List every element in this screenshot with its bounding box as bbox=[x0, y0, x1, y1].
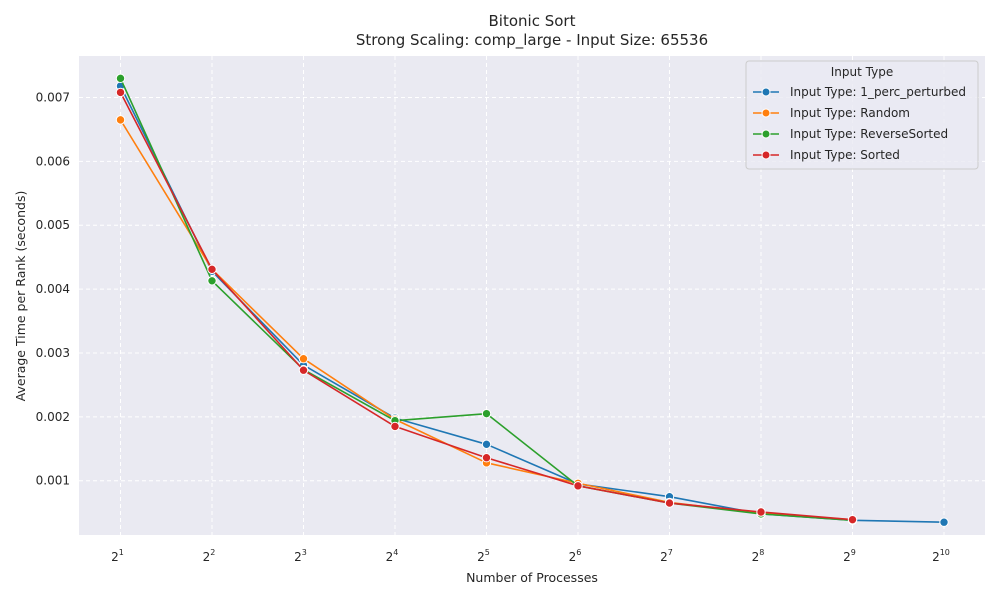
series bbox=[115, 87, 858, 525]
data-point bbox=[481, 439, 492, 450]
x-tick-exponent: 4 bbox=[393, 548, 398, 557]
y-tick-label: 0.007 bbox=[36, 91, 70, 105]
legend-label: Input Type: Sorted bbox=[790, 148, 900, 162]
data-point bbox=[481, 408, 492, 419]
data-point bbox=[573, 481, 583, 491]
x-tick-exponent: 5 bbox=[485, 548, 490, 557]
x-tick-exponent: 1 bbox=[119, 548, 124, 557]
legend-label: Input Type: ReverseSorted bbox=[790, 127, 948, 141]
x-tick-base: 2 bbox=[752, 550, 760, 564]
x-tick-base: 2 bbox=[203, 550, 211, 564]
data-point bbox=[115, 87, 126, 98]
legend-item: Input Type: Sorted bbox=[753, 148, 900, 162]
x-axis-ticks: 21 22 23 24 25 26 27 28 29 210 bbox=[111, 548, 950, 564]
x-tick-label: 25 bbox=[477, 548, 490, 564]
x-tick-base: 2 bbox=[932, 550, 940, 564]
x-tick-exponent: 6 bbox=[576, 548, 581, 557]
data-point bbox=[298, 365, 309, 375]
x-tick-base: 2 bbox=[660, 550, 668, 564]
y-tick-label: 0.005 bbox=[36, 218, 70, 232]
y-tick-label: 0.003 bbox=[36, 346, 70, 360]
x-tick-exponent: 7 bbox=[668, 548, 673, 557]
data-point bbox=[756, 507, 766, 517]
x-tick-base: 2 bbox=[477, 550, 485, 564]
chart-subtitle: Strong Scaling: comp_large - Input Size:… bbox=[356, 31, 708, 50]
x-tick-label: 29 bbox=[843, 548, 856, 564]
data-point bbox=[481, 453, 492, 463]
legend-item: Input Type: ReverseSorted bbox=[753, 127, 948, 141]
x-tick-base: 2 bbox=[294, 550, 302, 564]
x-tick-base: 2 bbox=[843, 550, 851, 564]
y-tick-label: 0.006 bbox=[36, 154, 70, 168]
x-tick-exponent: 2 bbox=[210, 548, 215, 557]
x-tick-label: 21 bbox=[111, 548, 124, 564]
data-point bbox=[847, 514, 858, 525]
legend: Input Type Input Type: 1_perc_perturbedI… bbox=[745, 60, 979, 170]
legend-title: Input Type bbox=[831, 65, 893, 79]
y-tick-label: 0.002 bbox=[36, 410, 70, 424]
data-point bbox=[664, 498, 675, 508]
x-tick-label: 23 bbox=[294, 548, 307, 564]
data-point bbox=[939, 517, 949, 527]
chart-title: Bitonic Sort bbox=[489, 12, 576, 30]
legend-box bbox=[745, 60, 979, 170]
legend-label: Input Type: Random bbox=[790, 106, 910, 120]
legend-label: Input Type: 1_perc_perturbed bbox=[790, 85, 966, 99]
x-tick-label: 22 bbox=[203, 548, 216, 564]
data-point bbox=[207, 276, 217, 286]
data-point bbox=[115, 73, 126, 84]
series-layer bbox=[115, 73, 949, 527]
y-tick-label: 0.001 bbox=[36, 474, 70, 488]
x-tick-exponent: 10 bbox=[940, 548, 950, 557]
x-tick-label: 27 bbox=[660, 548, 673, 564]
legend-marker bbox=[761, 87, 771, 97]
x-axis-label: Number of Processes bbox=[466, 570, 598, 585]
y-axis-label: Average Time per Rank (seconds) bbox=[13, 191, 28, 402]
x-tick-label: 24 bbox=[386, 548, 399, 564]
legend-marker bbox=[761, 108, 771, 118]
legend-items: Input Type: 1_perc_perturbed Input Type: … bbox=[753, 85, 966, 162]
x-tick-exponent: 3 bbox=[302, 548, 307, 557]
x-tick-base: 2 bbox=[386, 550, 394, 564]
data-point bbox=[115, 115, 126, 125]
data-point bbox=[390, 421, 400, 432]
x-tick-base: 2 bbox=[569, 550, 577, 564]
data-point bbox=[207, 264, 217, 275]
x-tick-exponent: 9 bbox=[851, 548, 856, 557]
y-tick-label: 0.004 bbox=[36, 282, 70, 296]
legend-item: Input Type: 1_perc_perturbed bbox=[753, 85, 966, 99]
legend-marker bbox=[761, 150, 771, 160]
y-axis-ticks: 0.001 0.002 0.003 0.004 0.005 0.006 0.007 bbox=[36, 91, 70, 488]
x-tick-label: 210 bbox=[932, 548, 950, 564]
x-tick-label: 26 bbox=[569, 548, 582, 564]
x-tick-base: 2 bbox=[111, 550, 119, 564]
legend-item: Input Type: Random bbox=[753, 106, 910, 120]
data-point bbox=[298, 354, 309, 364]
x-tick-label: 28 bbox=[752, 548, 765, 564]
x-tick-exponent: 8 bbox=[759, 548, 764, 557]
legend-marker bbox=[761, 129, 771, 139]
